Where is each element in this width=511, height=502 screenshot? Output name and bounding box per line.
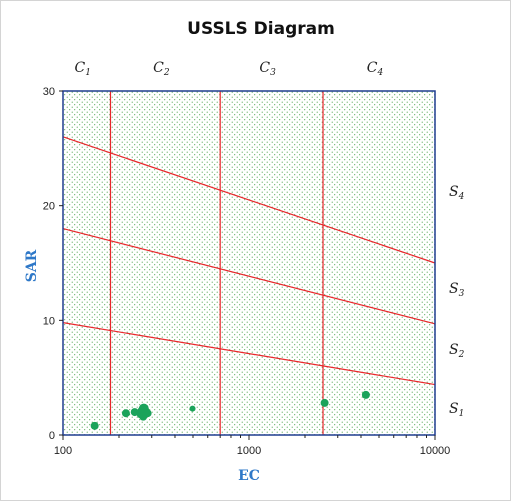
sodium-class-label-1: S1	[449, 401, 464, 419]
data-point	[320, 398, 329, 407]
plot-background	[63, 91, 435, 435]
plot-area: 0 10 20 30 100 1000 10000 C1 C2 C3 C4 S4 S3 S2 S1	[43, 60, 465, 457]
data-point	[139, 412, 148, 421]
salinity-class-label-3: C3	[259, 60, 276, 78]
y-tick-label: 0	[49, 430, 55, 442]
x-tick-label: 10000	[420, 445, 451, 457]
x-tick-label: 100	[54, 445, 72, 457]
sodium-boundary-line-3	[62, 136, 436, 264]
salinity-class-label-2: C2	[153, 60, 170, 78]
sodium-boundary-line-2	[62, 228, 436, 325]
data-point	[130, 408, 139, 417]
data-point	[121, 409, 130, 418]
sodium-class-label-4: S4	[449, 184, 465, 202]
chart-title: USSLS Diagram	[187, 19, 335, 39]
y-axis-label: SAR	[24, 249, 40, 282]
sodium-class-label-2: S2	[449, 342, 465, 360]
y-tick-label: 10	[43, 315, 55, 327]
salinity-class-label-4: C4	[367, 60, 384, 78]
y-tick-label: 20	[43, 201, 55, 213]
sodium-boundary-line-1	[62, 322, 436, 386]
data-point	[361, 390, 370, 399]
data-point	[90, 421, 99, 430]
sodium-class-label-3: S3	[449, 281, 465, 299]
x-tick-label: 1000	[237, 445, 261, 457]
x-axis-label: EC	[238, 468, 260, 484]
data-point	[189, 405, 196, 412]
salinity-class-label-1: C1	[75, 60, 91, 78]
y-tick-label: 30	[43, 86, 55, 98]
